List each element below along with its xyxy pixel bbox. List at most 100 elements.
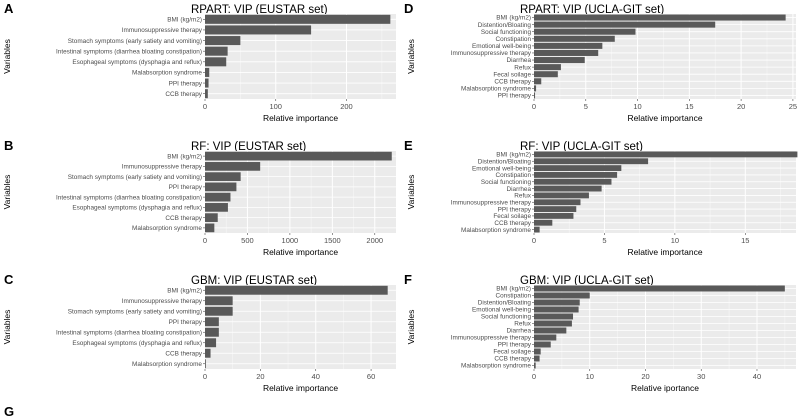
bar-f-7 bbox=[534, 327, 567, 334]
panel-label-f: F bbox=[404, 272, 412, 287]
plot-background-d bbox=[534, 14, 796, 99]
category-label-c-1: BMI (kg/m2) bbox=[167, 287, 202, 294]
x-tick-label-d: 5 bbox=[584, 102, 588, 111]
category-label-b-7: CCB therapy bbox=[165, 215, 202, 222]
panel-label-a: A bbox=[4, 1, 14, 16]
category-label-e-11: CCB therapy bbox=[494, 220, 531, 227]
panel-title-d: RPART: VIP (UCLA-GIT set) bbox=[520, 4, 664, 16]
panel-title-e: RF: VIP (UCLA-GIT set) bbox=[520, 141, 643, 153]
bar-a-4 bbox=[205, 46, 228, 56]
x-tick-label-a: 100 bbox=[269, 102, 282, 111]
bar-f-12 bbox=[534, 362, 536, 369]
category-label-c-4: PPI therapy bbox=[169, 319, 203, 326]
x-axis-title-d: Relative importance bbox=[627, 113, 702, 123]
bar-c-6 bbox=[205, 338, 217, 348]
panel-label-b: B bbox=[4, 138, 13, 153]
bar-b-1 bbox=[205, 151, 392, 161]
x-tick-label-b: 1000 bbox=[282, 236, 299, 245]
plot-background-e bbox=[534, 151, 796, 233]
category-label-d-9: Fecal soilage bbox=[493, 71, 531, 78]
x-tick-label-b: 2000 bbox=[366, 236, 383, 245]
bar-e-4 bbox=[534, 172, 618, 178]
x-tick-label-f: 40 bbox=[753, 372, 761, 381]
panel-label-g: G bbox=[4, 404, 15, 419]
category-label-f-3: Distention/Bloating bbox=[478, 300, 532, 307]
x-axis-title-e: Relative importance bbox=[627, 247, 702, 257]
bar-e-8 bbox=[534, 199, 581, 206]
bar-a-5 bbox=[205, 57, 227, 67]
bar-d-8 bbox=[534, 64, 561, 71]
x-tick-label-a: 0 bbox=[203, 102, 207, 111]
category-label-e-5: Social functioning bbox=[481, 179, 532, 186]
x-tick-label-c: 20 bbox=[256, 372, 264, 381]
category-label-a-2: Immunosuppressive therapy bbox=[122, 27, 203, 34]
x-axis-title-f: Relative iportance bbox=[631, 383, 699, 393]
x-axis-title-c: Relative importance bbox=[263, 383, 338, 393]
bar-d-3 bbox=[534, 28, 636, 35]
bar-a-6 bbox=[205, 67, 210, 77]
category-label-c-6: Esophageal symptoms (dysphagia and reflu… bbox=[72, 340, 202, 347]
x-tick-label-f: 20 bbox=[641, 372, 649, 381]
category-label-a-3: Stomach symptoms (early satiety and vomi… bbox=[68, 38, 202, 45]
category-label-e-3: Emotional well-being bbox=[472, 165, 531, 172]
category-label-e-1: BMI (kg/m2) bbox=[496, 152, 531, 159]
bar-c-7 bbox=[205, 348, 211, 358]
y-axis-title-b: Variables bbox=[2, 175, 12, 210]
category-label-e-4: Constipation bbox=[495, 172, 531, 179]
bar-f-9 bbox=[534, 341, 551, 348]
bar-f-10 bbox=[534, 348, 541, 355]
bar-f-3 bbox=[534, 299, 580, 306]
x-tick-label-b: 0 bbox=[203, 236, 207, 245]
category-label-e-7: Refux bbox=[514, 193, 531, 200]
bar-d-6 bbox=[534, 49, 599, 56]
category-label-b-5: Intestinal symptoms (diarrhea bloating c… bbox=[56, 194, 202, 201]
bar-c-1 bbox=[205, 285, 388, 295]
x-tick-label-c: 0 bbox=[203, 372, 207, 381]
bar-f-5 bbox=[534, 313, 574, 320]
bar-b-8 bbox=[205, 223, 215, 233]
panel-title-b: RF: VIP (EUSTAR set) bbox=[191, 141, 306, 153]
x-axis-title-a: Relative importance bbox=[263, 113, 338, 123]
bar-a-2 bbox=[205, 25, 312, 35]
category-label-d-4: Constipation bbox=[495, 36, 531, 43]
x-tick-label-a: 200 bbox=[340, 102, 353, 111]
plot-background-f bbox=[534, 285, 796, 369]
bar-a-1 bbox=[205, 14, 391, 24]
x-tick-label-f: 10 bbox=[586, 372, 594, 381]
x-tick-label-d: 10 bbox=[633, 102, 641, 111]
bar-f-8 bbox=[534, 334, 557, 341]
bar-f-11 bbox=[534, 355, 540, 362]
category-label-b-6: Esophageal symptoms (dysphagia and reflu… bbox=[72, 205, 202, 212]
category-label-f-12: Malabsorption syndrome bbox=[461, 363, 531, 370]
bar-d-9 bbox=[534, 71, 558, 78]
panel-e: E RF: VIP (UCLA-GIT set)BMI (kg/m2)Disten… bbox=[404, 138, 798, 257]
x-tick-label-e: 10 bbox=[671, 236, 679, 245]
category-label-f-11: CCB therapy bbox=[494, 356, 531, 363]
category-label-d-10: CCB therapy bbox=[494, 78, 531, 85]
bar-e-7 bbox=[534, 192, 589, 199]
bar-b-3 bbox=[205, 172, 241, 181]
bar-c-3 bbox=[205, 306, 233, 316]
category-label-c-2: Immunosuppressive therapy bbox=[122, 298, 203, 305]
panel-label-e: E bbox=[404, 138, 413, 153]
bar-a-8 bbox=[205, 89, 208, 99]
x-tick-label-f: 0 bbox=[532, 372, 536, 381]
category-label-b-3: Stomach symptoms (early satiety and vomi… bbox=[68, 174, 202, 181]
bar-b-4 bbox=[205, 182, 237, 192]
bar-e-11 bbox=[534, 219, 553, 226]
panel-d: D RPART: VIP (UCLA-GIT set)BMI (kg/m2)Dis… bbox=[404, 1, 797, 123]
panel-b: B RF: VIP (EUSTAR set)BMI (kg/m2) Immunosu… bbox=[2, 138, 396, 257]
bar-d-1 bbox=[534, 14, 786, 21]
category-label-d-11: Malabsorption syndrome bbox=[461, 86, 531, 93]
category-label-a-5: Esophageal symptoms (dysphagia and reflu… bbox=[72, 59, 202, 66]
bar-c-8 bbox=[205, 359, 206, 369]
category-label-e-10: Fecal soilage bbox=[493, 213, 531, 220]
y-axis-title-c: Variables bbox=[2, 310, 12, 345]
category-label-a-8: CCB therapy bbox=[165, 91, 202, 98]
category-label-f-6: Refux bbox=[514, 321, 531, 328]
bar-d-7 bbox=[534, 57, 585, 64]
y-axis-title-f: Variables bbox=[406, 310, 416, 345]
x-tick-label-b: 1500 bbox=[324, 236, 341, 245]
category-label-d-6: Immunosuppressive therapy bbox=[451, 50, 532, 57]
bar-e-5 bbox=[534, 178, 612, 185]
